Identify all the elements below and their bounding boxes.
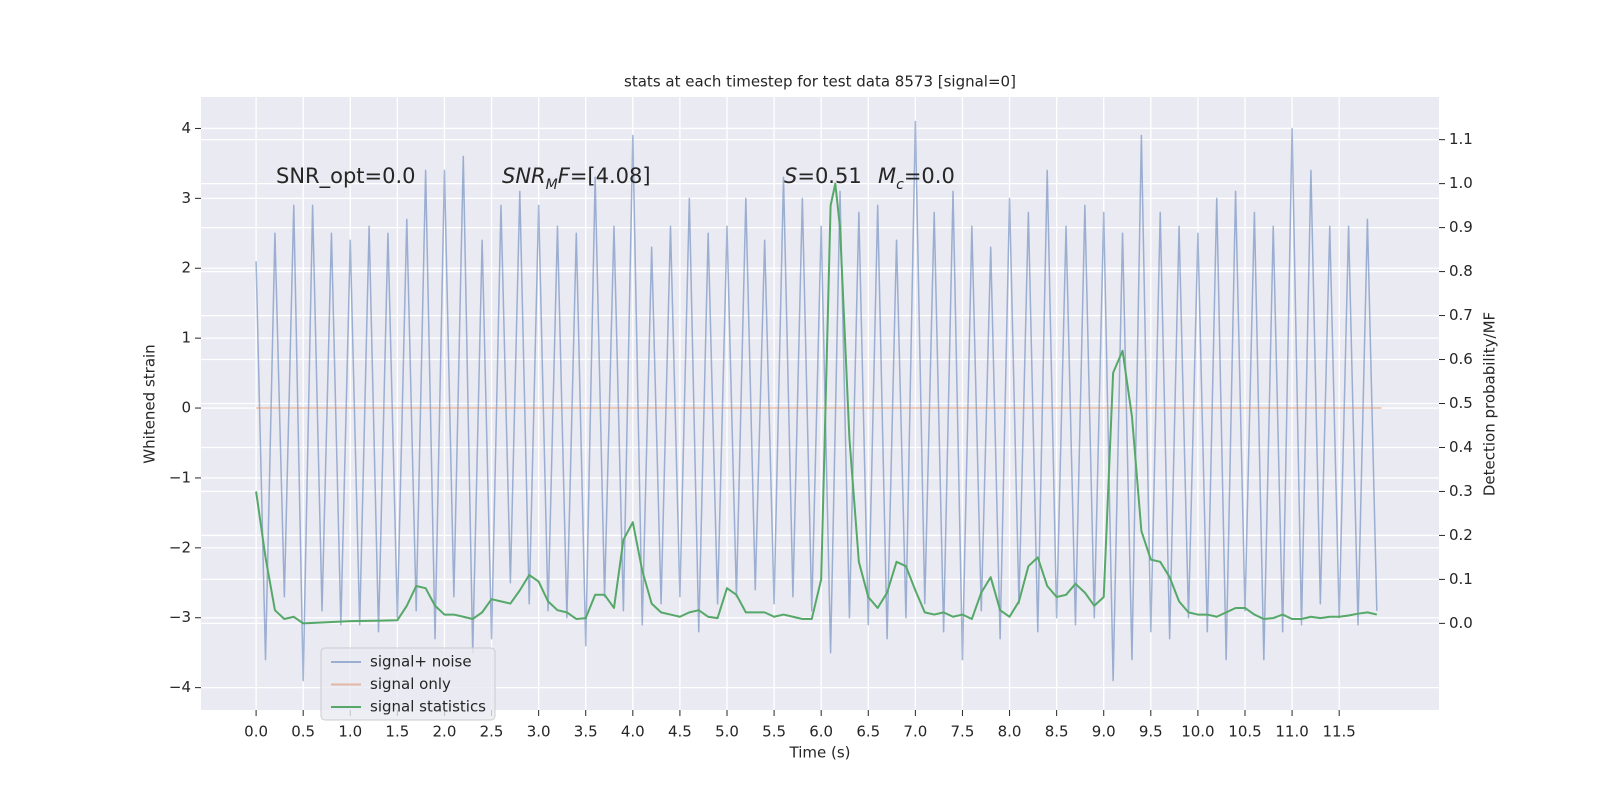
x-tick-label: 7.5 [951, 723, 975, 741]
y-tick-label: −2 [169, 538, 191, 556]
y2-tick-label: 0.5 [1449, 394, 1473, 412]
annotation-run: S [784, 164, 797, 188]
x-tick-label: 0.0 [244, 723, 268, 741]
y2-tick-label: 0.4 [1449, 438, 1473, 456]
y2-tick-label: 1.1 [1449, 130, 1473, 148]
annotation-run: SNR_opt=0.0 [276, 164, 416, 189]
annotation: Mc=0.0 [878, 164, 955, 193]
annotation-run: SNR [502, 164, 546, 188]
legend-label: signal statistics [370, 698, 486, 716]
annotation: S=0.51 [784, 164, 862, 188]
annotation-run: =0.0 [904, 164, 955, 188]
x-tick-label: 3.5 [574, 723, 598, 741]
annotation: SNR_opt=0.0 [276, 164, 416, 189]
annotation: SNRMF=[4.08] [502, 164, 651, 193]
y2-tick-label: 0.0 [1449, 614, 1473, 632]
y-tick-label: −4 [169, 678, 191, 696]
x-tick-label: 3.0 [527, 723, 551, 741]
y-tick-label: −3 [169, 608, 191, 626]
legend-box [320, 647, 496, 721]
x-tick-label: 5.0 [715, 723, 739, 741]
y-axis-label: Whitened strain [141, 344, 159, 463]
x-tick-label: 9.0 [1092, 723, 1116, 741]
y2-tick-label: 0.7 [1449, 306, 1473, 324]
y-tick-label: 0 [181, 399, 191, 417]
y-tick-label: 2 [181, 259, 191, 277]
y-tick-label: −1 [169, 468, 191, 486]
y2-tick-label: 0.9 [1449, 218, 1473, 236]
legend-label: signal only [370, 675, 451, 693]
x-tick-label: 10.5 [1228, 723, 1261, 741]
annotation-run: c [896, 177, 904, 193]
x-tick-label: 1.5 [385, 723, 409, 741]
x-tick-label: 5.5 [762, 723, 786, 741]
y2-tick-label: 0.6 [1449, 350, 1473, 368]
series-line [255, 182, 1378, 625]
annotation-run: F [558, 164, 571, 188]
x-tick-label: 10.0 [1181, 723, 1214, 741]
y-tick-label: 1 [181, 329, 191, 347]
x-tick-label: 7.0 [903, 723, 927, 741]
x-tick-label: 6.5 [856, 723, 880, 741]
annotation-run: =0.51 [797, 164, 861, 188]
y2-tick-label: 0.8 [1449, 262, 1473, 280]
x-tick-label: 11.0 [1275, 723, 1308, 741]
x-tick-label: 2.0 [433, 723, 457, 741]
y2-tick-label: 0.3 [1449, 482, 1473, 500]
x-tick-label: 8.0 [998, 723, 1022, 741]
series-line [255, 120, 1378, 682]
x-tick-label: 8.5 [1045, 723, 1069, 741]
y-tick-label: 4 [181, 119, 191, 137]
annotation-run: =[4.08] [570, 164, 651, 188]
legend-label: signal+ noise [370, 653, 472, 671]
x-tick-label: 6.0 [809, 723, 833, 741]
y-tick-label: 3 [181, 189, 191, 207]
x-tick-label: 1.0 [338, 723, 362, 741]
x-tick-label: 2.5 [480, 723, 504, 741]
x-tick-label: 0.5 [291, 723, 315, 741]
x-tick-label: 4.0 [621, 723, 645, 741]
y2-tick-label: 1.0 [1449, 174, 1473, 192]
y2-tick-label: 0.2 [1449, 526, 1473, 544]
annotation-run: M [546, 177, 558, 193]
y2-tick-label: 0.1 [1449, 570, 1473, 588]
chart-title: stats at each timestep for test data 857… [624, 73, 1016, 91]
x-tick-label: 11.5 [1322, 723, 1355, 741]
annotation-run: M [878, 164, 896, 188]
y2-axis-label: Detection probability/MF [1481, 312, 1499, 496]
x-axis-label: Time (s) [789, 744, 851, 762]
x-tick-label: 4.5 [668, 723, 692, 741]
x-tick-label: 9.5 [1139, 723, 1163, 741]
